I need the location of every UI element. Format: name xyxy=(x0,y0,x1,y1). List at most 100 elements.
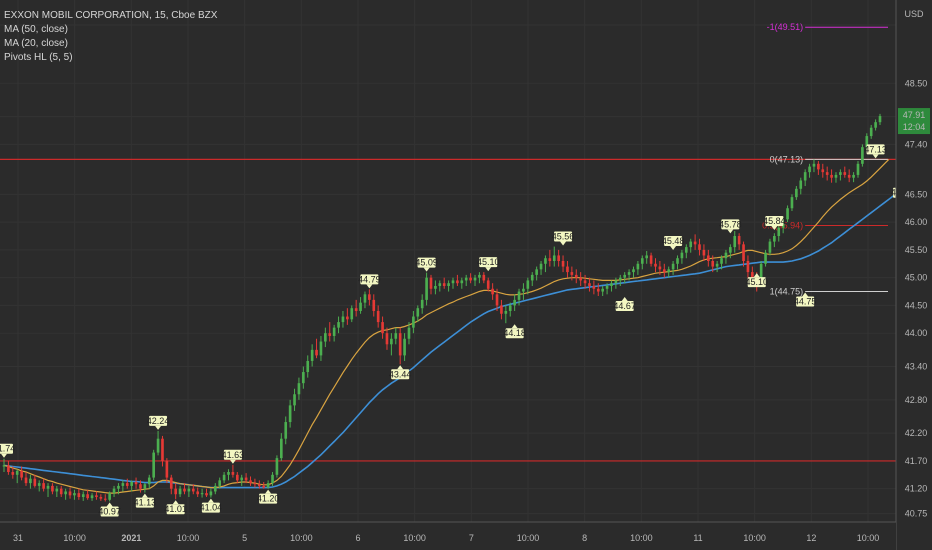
candle-body xyxy=(29,478,32,484)
pivot-label-pointer xyxy=(872,154,879,159)
time-tick-label: 10:00 xyxy=(177,533,200,543)
candle-body xyxy=(566,266,569,273)
fib-label: 0(47.13) xyxy=(770,154,804,164)
candle-body xyxy=(623,274,627,278)
candle-body xyxy=(310,349,314,361)
candle-body xyxy=(156,438,160,453)
pivot-label-pointer xyxy=(207,498,214,503)
candle-body xyxy=(658,266,662,270)
candle-body xyxy=(275,458,279,475)
price-tick-label: 44.50 xyxy=(905,300,928,310)
candle-body xyxy=(601,288,604,292)
candle-body xyxy=(394,333,398,339)
candle-body xyxy=(737,236,741,245)
pivot-label-pointer xyxy=(771,226,778,231)
pivot-label-box xyxy=(615,300,634,311)
candle-body xyxy=(324,333,327,342)
candle-body xyxy=(429,277,433,289)
candle-body xyxy=(328,333,332,336)
pivot-label-box xyxy=(100,506,119,517)
candle-body xyxy=(416,308,420,317)
pivot-label-pointer xyxy=(366,284,373,289)
candle-body xyxy=(834,174,838,178)
candle-body xyxy=(614,280,618,284)
price-axis[interactable]: USD48.5047.9047.4046.5046.0045.5045.0044… xyxy=(895,0,932,550)
candle-body xyxy=(579,277,582,281)
candle-body xyxy=(861,147,864,164)
candle-body xyxy=(627,272,631,275)
candle-body xyxy=(552,255,556,261)
candle-body xyxy=(821,169,825,173)
candle-body xyxy=(293,394,296,406)
candle-body xyxy=(125,483,129,486)
candle-body xyxy=(733,236,737,248)
candle-body xyxy=(368,294,371,300)
time-axis[interactable]: 31 10:00 2021 10:00 5 10:00 6 10:00 7 10:00 8 10:00… xyxy=(0,521,896,550)
candle-body xyxy=(121,483,125,486)
candle-body xyxy=(59,488,63,495)
candle-body xyxy=(486,280,490,289)
candle-body xyxy=(618,277,622,281)
price-tick-label: 46.50 xyxy=(905,189,928,199)
fib-label: 1(44.75) xyxy=(770,287,804,297)
candle-body xyxy=(790,197,794,209)
pivot-label-pointer xyxy=(1,453,7,458)
candle-body xyxy=(346,316,349,320)
candle-body xyxy=(20,470,23,478)
candle-body xyxy=(689,241,693,248)
candle-body xyxy=(676,258,679,264)
chart-legend: EXXON MOBIL CORPORATION, 15, Cboe BZX MA… xyxy=(4,9,217,65)
pivot-label-box xyxy=(747,277,766,288)
horizontal-lines xyxy=(0,158,896,462)
candle-body xyxy=(253,483,257,485)
time-tick-label: 12 xyxy=(806,533,816,543)
candle-body xyxy=(95,495,98,498)
candle-body xyxy=(191,488,195,492)
candle-body xyxy=(799,180,803,189)
candle-body xyxy=(42,483,45,489)
time-tick-label: 8 xyxy=(582,533,587,543)
candle-body xyxy=(2,465,6,467)
candle-body xyxy=(86,494,89,499)
candle-body xyxy=(707,255,710,261)
candle-body xyxy=(147,477,151,485)
candle-body xyxy=(271,474,274,484)
pivot-label-box xyxy=(201,502,220,513)
pivot-label: 45.84 xyxy=(763,216,786,226)
price-tick-label: 42.20 xyxy=(905,428,928,438)
pivot-label: 43.44 xyxy=(389,369,412,379)
pivot-label: 41.01 xyxy=(164,504,187,514)
pivot-label-pointer xyxy=(727,229,734,234)
candle-body xyxy=(354,308,358,311)
pivot-label: 42.24 xyxy=(147,416,170,426)
candle-body xyxy=(332,327,336,336)
candle-body xyxy=(544,258,547,264)
candle-body xyxy=(548,258,552,261)
pivot-label: 41.74 xyxy=(0,444,15,454)
price-tick-label: 48.50 xyxy=(905,78,928,88)
candle-body xyxy=(99,497,103,499)
candle-body xyxy=(869,127,873,137)
candle-body xyxy=(610,283,613,286)
time-tick-label: 10:00 xyxy=(403,533,426,543)
pivot-label-pointer xyxy=(511,324,518,329)
pivot-label: 45.78 xyxy=(719,219,742,229)
candle-body xyxy=(372,299,376,311)
candle-body xyxy=(205,493,208,496)
pivot-label: 45.10 xyxy=(477,257,500,267)
indicator-ma20[interactable]: MA (20, close) xyxy=(4,38,68,49)
candle-body xyxy=(187,488,191,492)
grid xyxy=(0,0,896,522)
pivot-label-pointer xyxy=(265,489,272,494)
candle-body xyxy=(702,249,706,256)
pivot-label-pointer xyxy=(229,459,236,464)
pivot-label-pointer xyxy=(155,425,162,430)
pivot-label-box xyxy=(721,219,740,230)
indicator-ma50[interactable]: MA (50, close) xyxy=(4,24,68,35)
symbol-title[interactable]: EXXON MOBIL CORPORATION, 15, Cboe BZX xyxy=(4,10,218,21)
indicator-pivots[interactable]: Pivots HL (5, 5) xyxy=(4,52,73,63)
candle-body xyxy=(165,460,169,478)
pivot-label-box xyxy=(479,257,498,268)
candle-body xyxy=(469,277,472,281)
